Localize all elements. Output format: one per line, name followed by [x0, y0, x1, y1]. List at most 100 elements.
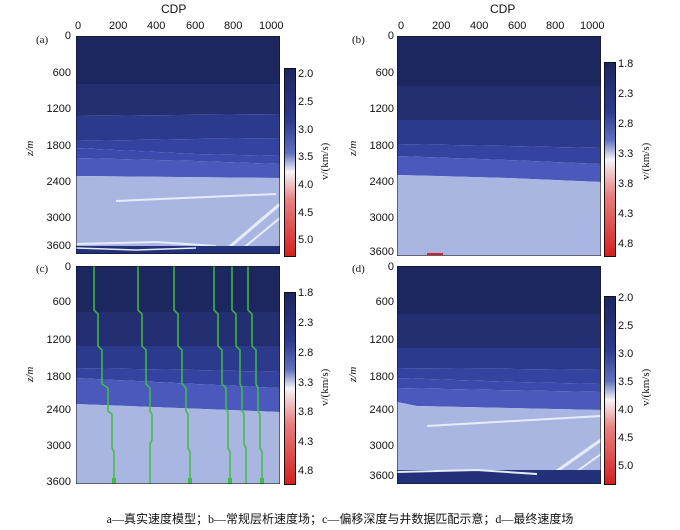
xtick-label: 200	[432, 20, 451, 32]
red-artifact	[427, 253, 443, 255]
layer-pale	[397, 175, 601, 256]
layer-6	[76, 158, 280, 178]
white-streak	[397, 468, 538, 475]
velocity-section-c	[76, 266, 280, 484]
well-marker	[228, 478, 232, 484]
ytick-label: 600	[375, 67, 394, 79]
colorbar-tick: 3.8	[618, 178, 634, 190]
ytick-label: 0	[64, 261, 71, 273]
colorbar-tick: 4.8	[618, 238, 634, 250]
ytick-label: 0	[387, 30, 394, 42]
ytick-label: 1800	[46, 371, 71, 383]
ytick-label: 3600	[46, 240, 71, 252]
white-streak	[225, 202, 280, 252]
ytick-label: 1800	[369, 140, 394, 152]
xtick-label: 0	[75, 20, 82, 32]
ytick-label: 3600	[369, 246, 394, 258]
xtick-label: 800	[224, 20, 243, 32]
ytick-label: 2400	[46, 176, 71, 188]
well-trace	[213, 266, 231, 484]
white-streak	[76, 240, 217, 247]
ytick-label: 1800	[369, 371, 394, 383]
colorbar-tick: 2.3	[298, 317, 314, 329]
colorbar-tick: 4.3	[298, 436, 314, 448]
layer-6	[397, 388, 601, 410]
layer-1	[397, 36, 601, 86]
colorbar-tick: 3.3	[298, 377, 314, 389]
depth-axis-label: z/m	[347, 366, 359, 382]
ytick-label: 3000	[46, 212, 71, 224]
white-streak	[76, 247, 197, 251]
layer-1	[76, 36, 280, 84]
well-marker	[260, 478, 264, 484]
xtick-label: 200	[109, 20, 128, 32]
colorbar-tick: 2.8	[298, 347, 314, 359]
layer-1	[76, 266, 280, 312]
xtick-label: 400	[470, 20, 489, 32]
ytick-label: 1200	[46, 334, 71, 346]
ytick-label: 2400	[46, 404, 71, 416]
ytick-label: 3000	[369, 212, 394, 224]
layer-4	[397, 368, 601, 384]
layer-1	[397, 266, 601, 314]
layer-5	[76, 378, 280, 412]
xtick-label: 800	[546, 20, 565, 32]
velocity-section-d	[397, 266, 601, 484]
layer-bottom	[76, 246, 280, 254]
colorbar-tick: 3.8	[298, 406, 314, 418]
layer-3	[76, 346, 280, 372]
velocity-axis-label: v/(km/s)	[319, 142, 331, 180]
colorbar-tick: 4.0	[618, 404, 634, 416]
layer-pale	[76, 404, 280, 484]
xtick-label: 600	[508, 20, 527, 32]
layer-2	[76, 84, 280, 116]
cdp-label-right: CDP	[490, 2, 516, 16]
xtick-label: 1000	[259, 20, 284, 32]
colorbar-tick: 3.0	[618, 348, 634, 360]
well-trace	[93, 266, 115, 484]
ytick-label: 3600	[369, 470, 394, 482]
xtick-label: 0	[398, 20, 405, 32]
colorbar-d	[604, 296, 616, 485]
layer-3	[76, 114, 280, 141]
panel-tag-c: (c)	[36, 263, 49, 275]
layer-bottom	[397, 470, 601, 484]
well-trace	[247, 266, 263, 484]
depth-axis-label: z/m	[24, 366, 36, 382]
layer-5	[397, 156, 601, 182]
colorbar-tick: 4.5	[618, 432, 634, 444]
ytick-label: 3000	[46, 440, 71, 452]
layer-5	[76, 148, 280, 164]
velocity-axis-label: v/(km/s)	[640, 368, 652, 406]
panel-tag-d: (d)	[352, 263, 365, 275]
depth-axis-label: z/m	[347, 140, 359, 156]
colorbar-tick: 3.5	[618, 376, 634, 388]
ytick-label: 2400	[369, 176, 394, 188]
colorbar-tick: 3.3	[618, 148, 634, 160]
velocity-section-b	[397, 36, 601, 256]
ytick-label: 0	[387, 261, 394, 273]
layer-4	[76, 368, 280, 388]
layer-pale	[397, 402, 601, 484]
colorbar-tick: 5.0	[298, 234, 314, 246]
velocity-axis-label: v/(km/s)	[319, 368, 331, 406]
velocity-axis-label: v/(km/s)	[640, 142, 652, 180]
layer-2	[397, 314, 601, 348]
layer-3	[397, 348, 601, 370]
ytick-label: 0	[64, 30, 71, 42]
ytick-label: 600	[52, 67, 71, 79]
panel-tag-b: (b)	[352, 34, 365, 46]
colorbar-tick: 4.3	[618, 208, 634, 220]
colorbar-tick: 2.0	[298, 68, 314, 80]
colorbar-tick: 2.5	[618, 320, 634, 332]
colorbar-tick: 3.0	[298, 124, 314, 136]
layer-5	[397, 378, 601, 392]
xtick-label: 400	[147, 20, 166, 32]
colorbar-tick: 2.5	[298, 96, 314, 108]
ytick-label: 3000	[369, 440, 394, 452]
ytick-label: 1200	[369, 334, 394, 346]
layer-4	[76, 138, 280, 156]
ytick-label: 1800	[46, 140, 71, 152]
colorbar-tick: 1.8	[298, 287, 314, 299]
colorbar-b	[604, 62, 616, 257]
